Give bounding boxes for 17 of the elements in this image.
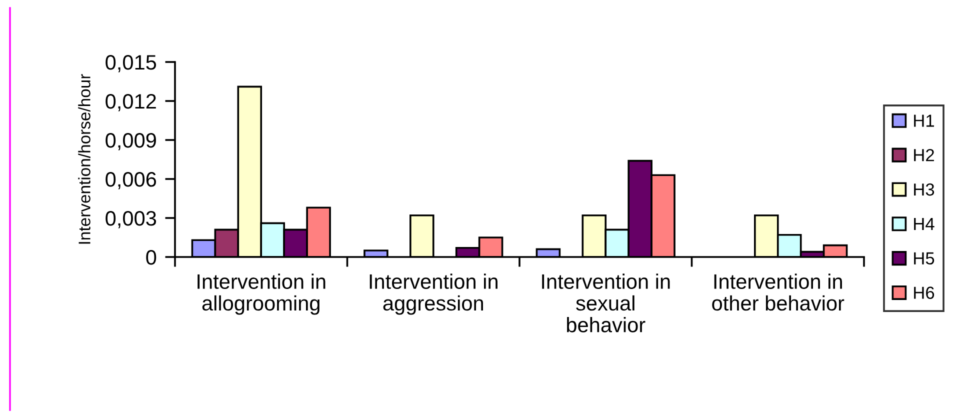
y-axis-title: Intervention/horse/hour	[78, 74, 90, 244]
y-tick-label: 0	[146, 250, 156, 265]
legend-label: H6	[914, 286, 934, 299]
legend-label: H2	[914, 148, 934, 162]
y-tick-label: 0,006	[106, 172, 156, 190]
y-tick-label: 0,012	[106, 94, 156, 112]
y-tick-label: 0,003	[106, 211, 156, 228]
x-tick-label: Intervention in sexual behavior	[542, 274, 670, 332]
x-tick-label: Intervention in allogrooming	[198, 274, 326, 315]
legend-label: H4	[914, 218, 934, 230]
legend-label: H1	[914, 114, 934, 127]
y-tick-label: 0,015	[106, 55, 156, 72]
x-tick-label: Intervention in aggression	[370, 274, 498, 315]
legend-label: H5	[914, 252, 934, 265]
x-tick-label: Intervention in other behavior	[712, 274, 844, 311]
legend-label: H3	[914, 183, 934, 196]
y-tick-label: 0,009	[106, 133, 156, 150]
